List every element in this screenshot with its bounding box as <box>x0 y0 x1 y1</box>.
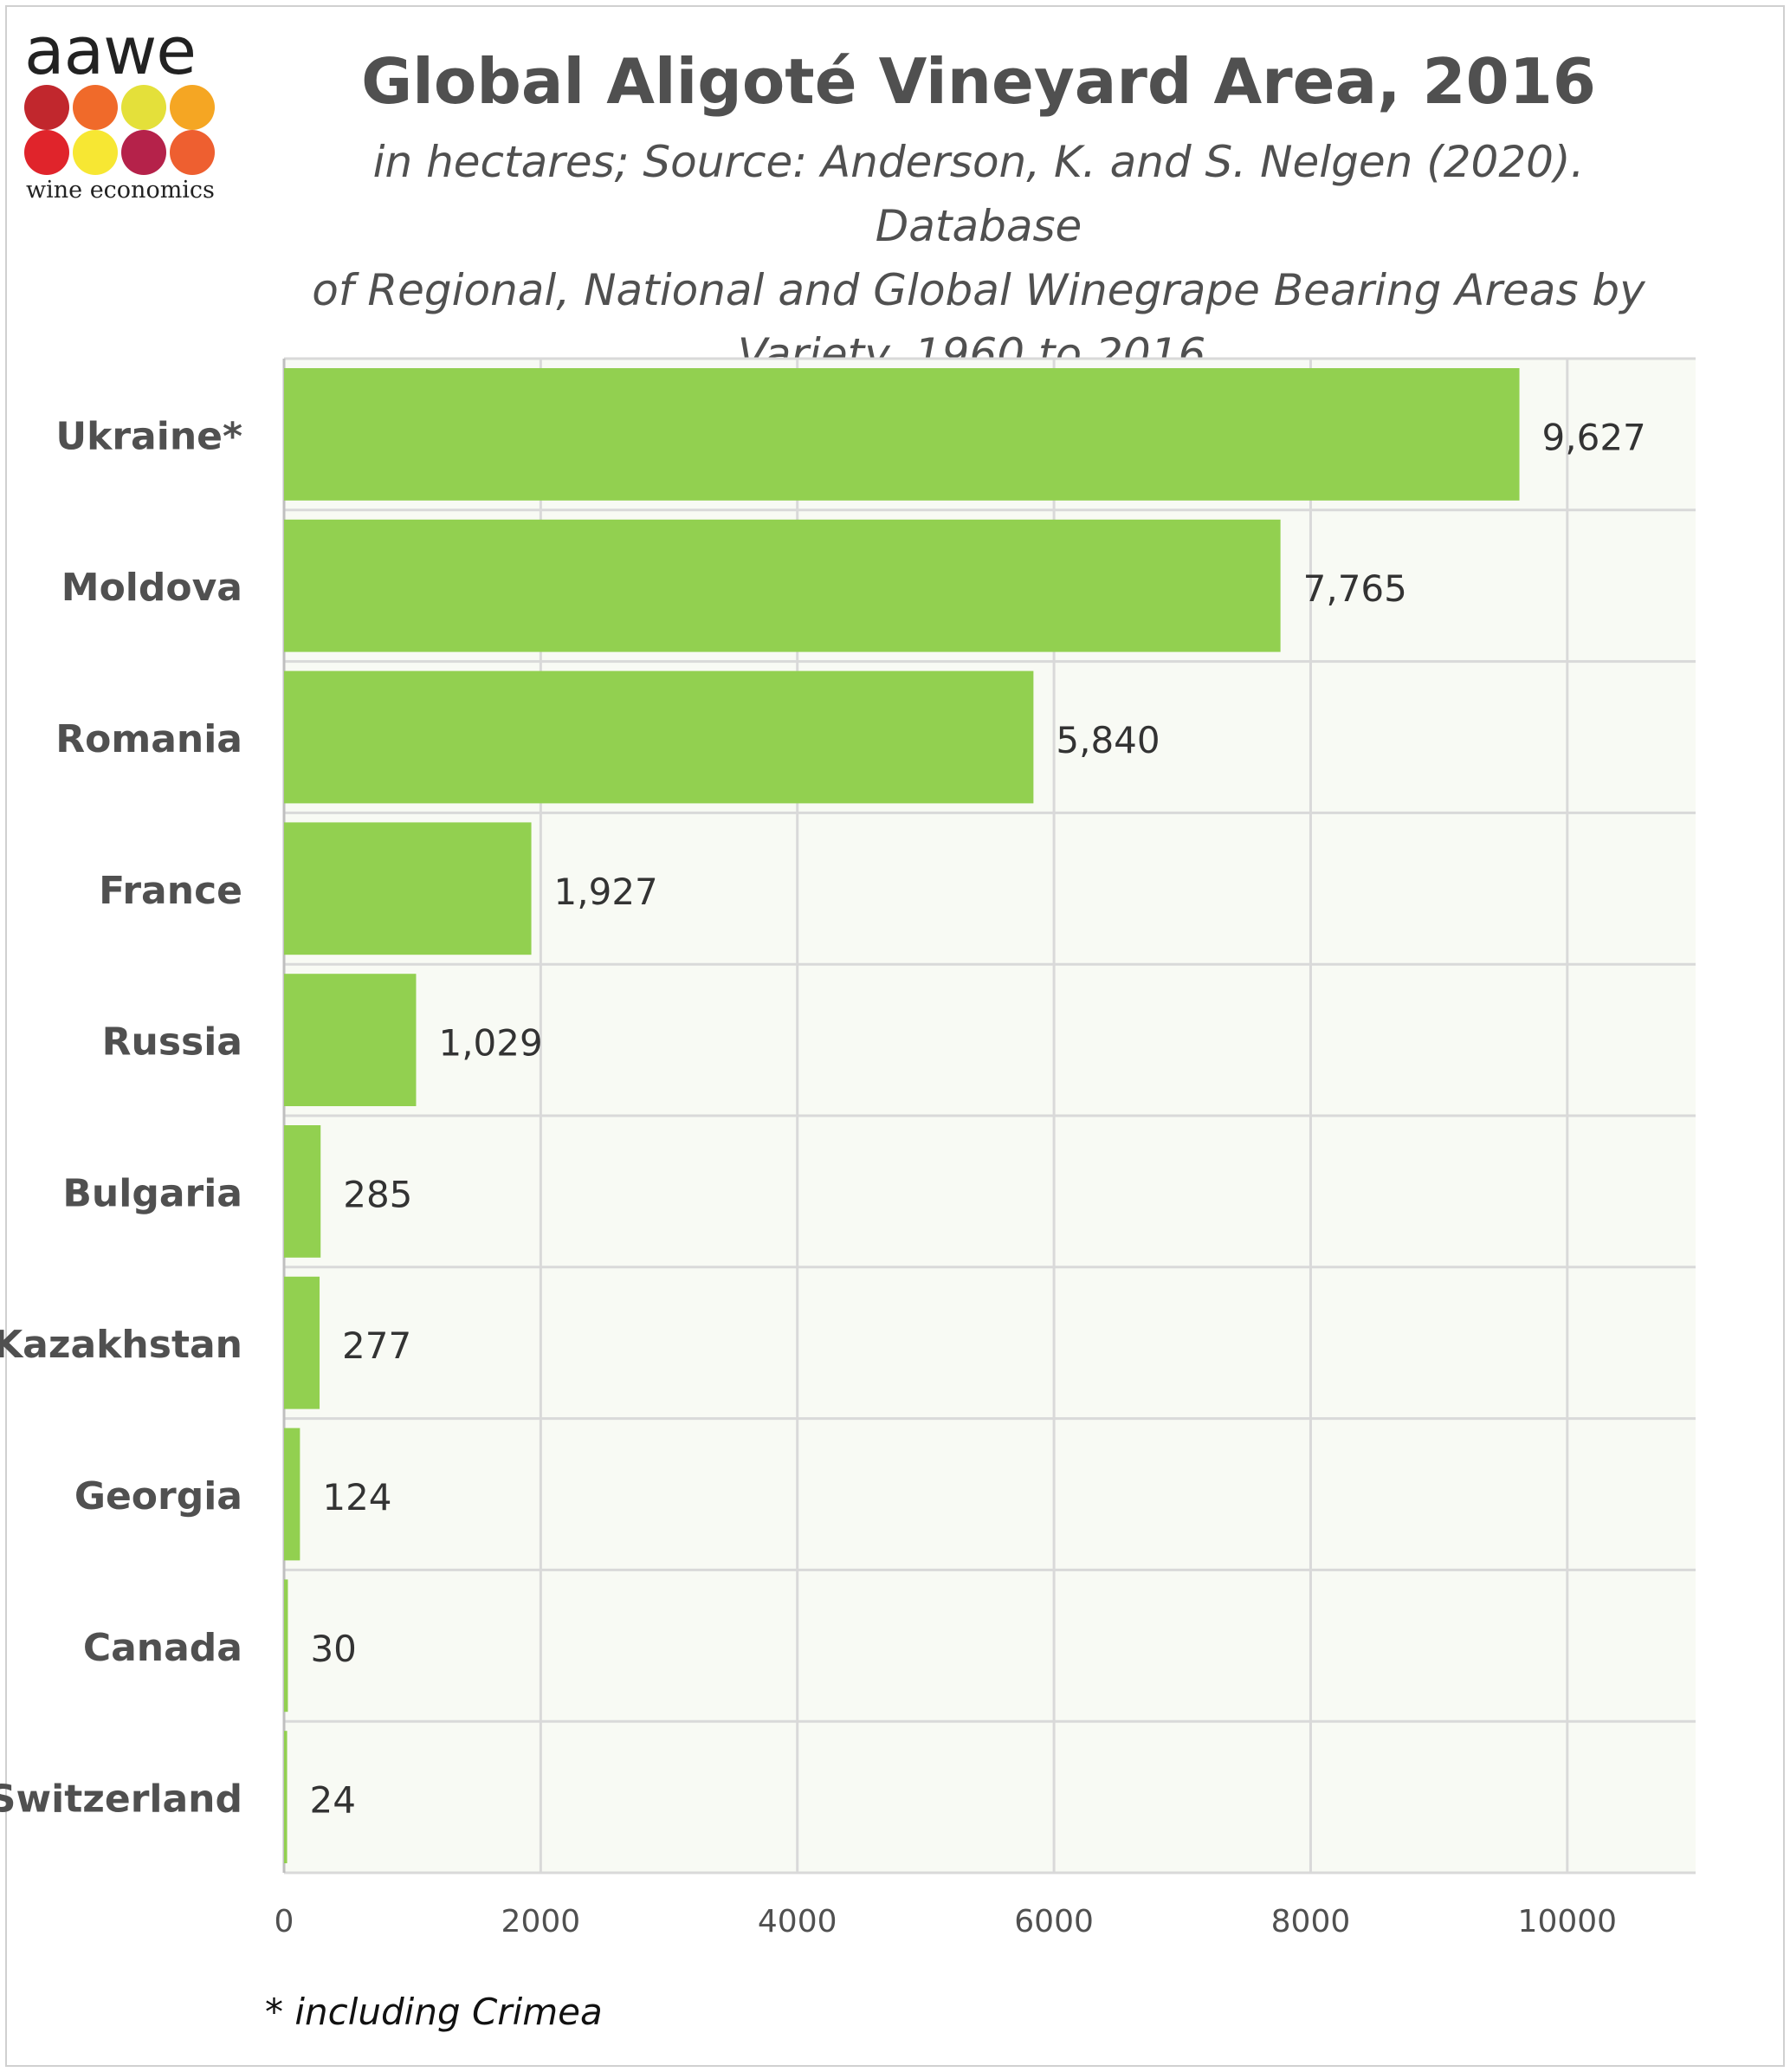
category-label: France <box>99 869 242 913</box>
x-tick-label: 4000 <box>758 1904 837 1939</box>
aawe-logo: aawe wine economics <box>19 12 227 210</box>
category-label: Bulgaria <box>62 1171 242 1215</box>
bar-georgia <box>284 1428 300 1561</box>
chart-title: Global Aligoté Vineyard Area, 2016 <box>361 45 1596 118</box>
category-label: Switzerland <box>0 1777 242 1822</box>
logo-dot <box>121 85 166 130</box>
x-tick-label: 0 <box>275 1904 294 1939</box>
bar-moldova <box>284 519 1281 652</box>
category-label: Georgia <box>74 1474 242 1518</box>
bar-russia <box>284 974 417 1106</box>
data-label: 277 <box>342 1324 411 1367</box>
bar-ukraine <box>284 368 1520 501</box>
logo-dot <box>73 85 118 130</box>
logo-dot <box>170 130 215 175</box>
data-label: 7,765 <box>1303 567 1407 610</box>
logo-tagline: wine economics <box>26 177 215 204</box>
logo-dot <box>121 130 166 175</box>
logo-dot <box>73 130 118 175</box>
x-tick-label: 10000 <box>1518 1904 1618 1939</box>
footnote: * including Crimea <box>265 1991 603 2033</box>
data-label: 24 <box>310 1779 356 1822</box>
logo-dot <box>24 85 69 130</box>
data-label: 5,840 <box>1056 719 1160 761</box>
bar-switzerland <box>284 1731 288 1863</box>
logo-wordmark: aawe <box>24 12 197 89</box>
logo-dot <box>170 85 215 130</box>
category-label: Canada <box>83 1626 242 1670</box>
bar-canada <box>284 1579 288 1713</box>
data-label: 1,029 <box>438 1022 542 1065</box>
category-label: Romania <box>55 717 242 761</box>
category-label: Kazakhstan <box>0 1323 242 1367</box>
data-label: 9,627 <box>1542 416 1646 458</box>
data-label: 1,927 <box>554 871 658 913</box>
x-tick-label: 6000 <box>1014 1904 1094 1939</box>
data-label: 30 <box>310 1628 356 1670</box>
bar-france <box>284 822 532 955</box>
category-label: Russia <box>102 1020 242 1065</box>
data-label: 124 <box>322 1476 391 1518</box>
bar-romania <box>284 670 1034 804</box>
category-label: Moldova <box>61 566 242 610</box>
bar-bulgaria <box>284 1125 321 1258</box>
data-label: 285 <box>343 1173 412 1215</box>
bar-kazakhstan <box>284 1276 320 1409</box>
category-label: Ukraine* <box>55 414 242 458</box>
logo-dot <box>24 130 69 175</box>
subtitle-line-1: in hectares; Source: Anderson, K. and S.… <box>372 137 1585 251</box>
x-tick-label: 2000 <box>501 1904 581 1939</box>
x-tick-label: 8000 <box>1271 1904 1351 1939</box>
chart-subtitle: in hectares; Source: Anderson, K. and S.… <box>277 130 1680 386</box>
subtitle-line-2: of Regional, National and Global Winegra… <box>312 265 1645 315</box>
